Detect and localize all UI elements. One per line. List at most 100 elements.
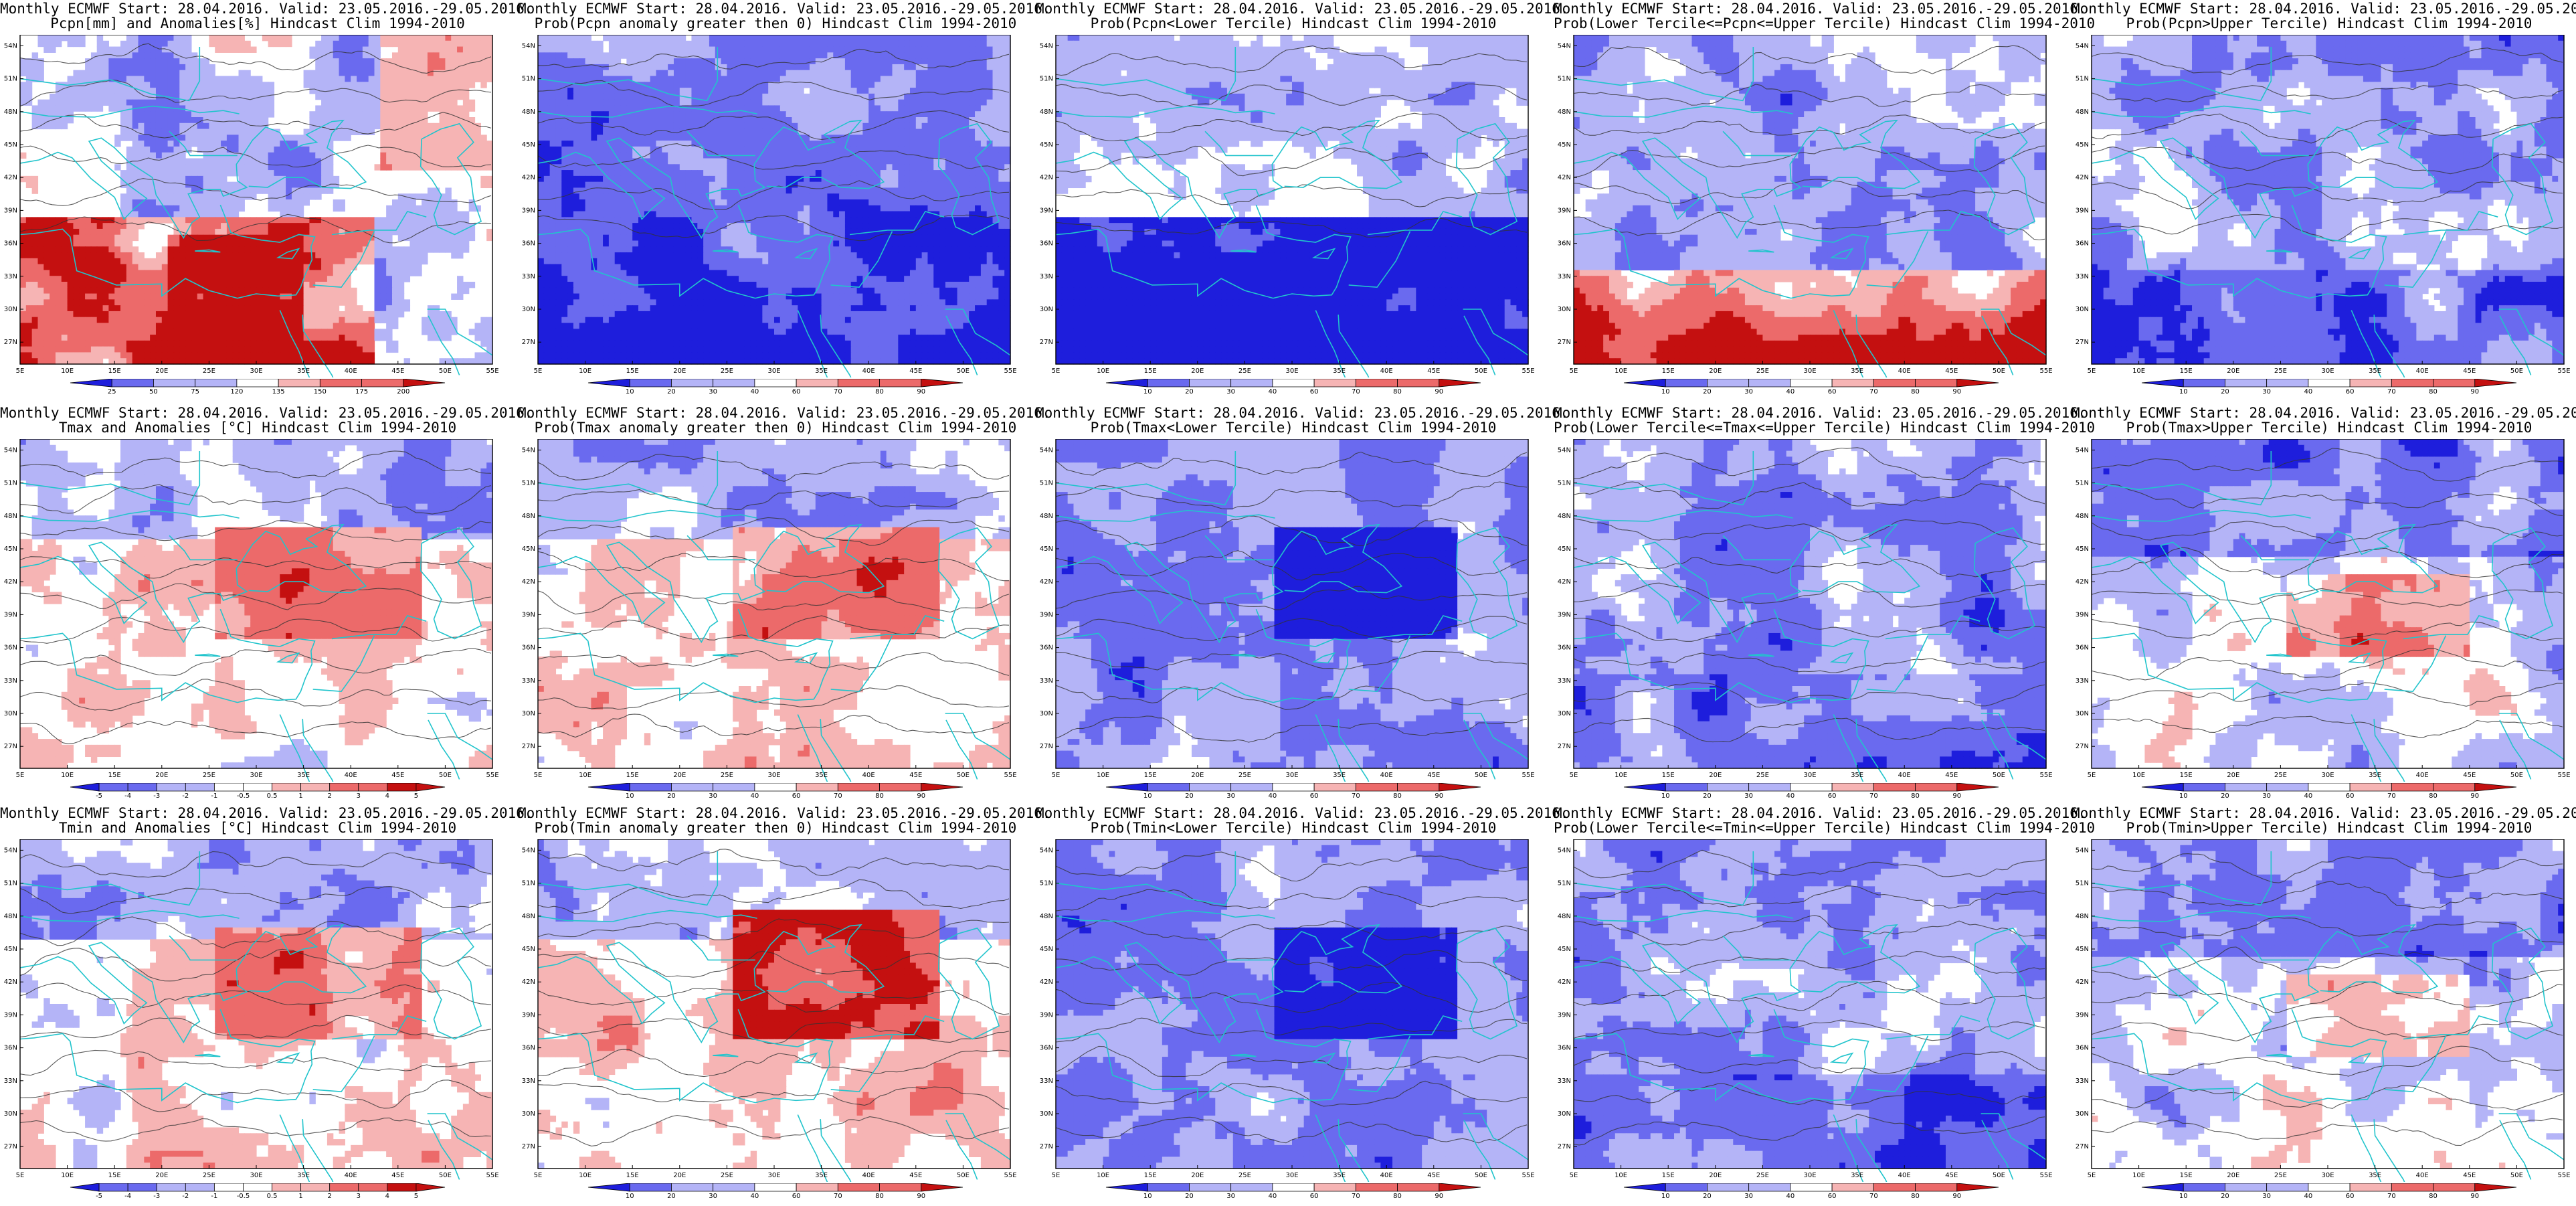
field-cell — [922, 52, 928, 58]
field-cell — [126, 235, 132, 241]
field-cell — [262, 317, 268, 323]
field-cell — [333, 52, 339, 58]
field-cell — [351, 341, 357, 347]
field-cell — [286, 294, 292, 300]
field-cell — [451, 205, 457, 211]
field-cell — [298, 147, 304, 153]
field-cell — [139, 317, 145, 323]
field-cell — [579, 70, 585, 76]
field-cell — [816, 70, 822, 76]
field-cell — [875, 94, 881, 100]
field-cell — [250, 176, 256, 182]
field-cell — [751, 76, 757, 82]
field-cell — [315, 341, 321, 347]
field-cell — [621, 94, 627, 100]
field-cell — [621, 47, 627, 53]
field-cell — [108, 70, 114, 76]
field-cell — [780, 88, 786, 94]
field-cell — [43, 123, 50, 129]
field-cell — [62, 305, 68, 311]
field-cell — [185, 252, 191, 258]
field-cell — [162, 123, 168, 129]
field-cell — [621, 88, 627, 94]
field-cell — [244, 352, 250, 358]
field-cell — [173, 35, 179, 41]
field-cell — [428, 153, 434, 159]
field-cell — [68, 299, 74, 305]
field-cell — [544, 35, 550, 41]
field-cell — [315, 252, 321, 258]
field-cell — [173, 358, 179, 364]
field-cell — [292, 135, 298, 141]
field-cell — [333, 347, 339, 353]
field-cell — [428, 205, 434, 211]
colorbar — [64, 379, 452, 388]
field-cell — [144, 111, 150, 117]
field-cell — [68, 335, 74, 341]
field-cell — [428, 88, 434, 94]
field-cell — [709, 35, 715, 41]
field-cell — [215, 176, 221, 182]
field-cell — [827, 70, 833, 76]
field-cell — [544, 58, 550, 64]
field-cell — [822, 135, 828, 141]
field-cell — [280, 270, 286, 276]
field-cell — [591, 123, 597, 129]
field-cell — [345, 117, 351, 123]
field-cell — [357, 235, 363, 241]
field-cell — [37, 217, 43, 223]
field-cell — [457, 135, 463, 141]
field-cell — [50, 41, 56, 47]
field-cell — [898, 41, 904, 47]
field-cell — [386, 264, 392, 270]
field-cell — [179, 205, 185, 211]
field-cell — [951, 135, 957, 141]
field-cell — [480, 47, 486, 53]
field-cell — [780, 76, 786, 82]
field-cell — [26, 294, 32, 300]
field-cell — [114, 241, 120, 247]
field-cell — [209, 229, 215, 235]
field-cell — [250, 100, 256, 106]
field-cell — [203, 305, 209, 311]
field-cell — [786, 41, 792, 47]
field-cell — [97, 341, 103, 347]
field-cell — [868, 52, 875, 58]
field-cell — [981, 52, 987, 58]
field-cell — [538, 147, 544, 153]
field-cell — [409, 135, 416, 141]
field-cell — [786, 64, 792, 70]
field-cell — [579, 94, 585, 100]
field-cell — [144, 341, 150, 347]
field-cell — [162, 341, 168, 347]
field-cell — [68, 282, 74, 288]
field-cell — [774, 41, 780, 47]
field-cell — [32, 223, 38, 229]
field-cell — [1004, 100, 1010, 106]
field-cell — [851, 70, 857, 76]
field-cell — [73, 82, 79, 88]
field-cell — [315, 105, 321, 111]
field-cell — [321, 235, 327, 241]
field-cell — [762, 117, 768, 123]
field-cell — [215, 117, 221, 123]
field-cell — [898, 100, 904, 106]
field-cell — [434, 64, 440, 70]
field-cell — [440, 199, 446, 205]
field-cell — [274, 217, 280, 223]
field-cell — [351, 223, 357, 229]
field-cell — [79, 288, 85, 294]
field-cell — [445, 58, 451, 64]
field-cell — [544, 105, 550, 111]
field-cell — [768, 52, 774, 58]
field-cell — [404, 164, 410, 170]
field-cell — [893, 47, 899, 53]
field-cell — [451, 153, 457, 159]
field-cell — [845, 35, 851, 41]
field-cell — [139, 341, 145, 347]
field-cell — [20, 252, 26, 258]
field-cell — [239, 329, 245, 335]
field-cell — [132, 141, 139, 147]
field-cell — [816, 52, 822, 58]
field-cell — [203, 193, 209, 199]
